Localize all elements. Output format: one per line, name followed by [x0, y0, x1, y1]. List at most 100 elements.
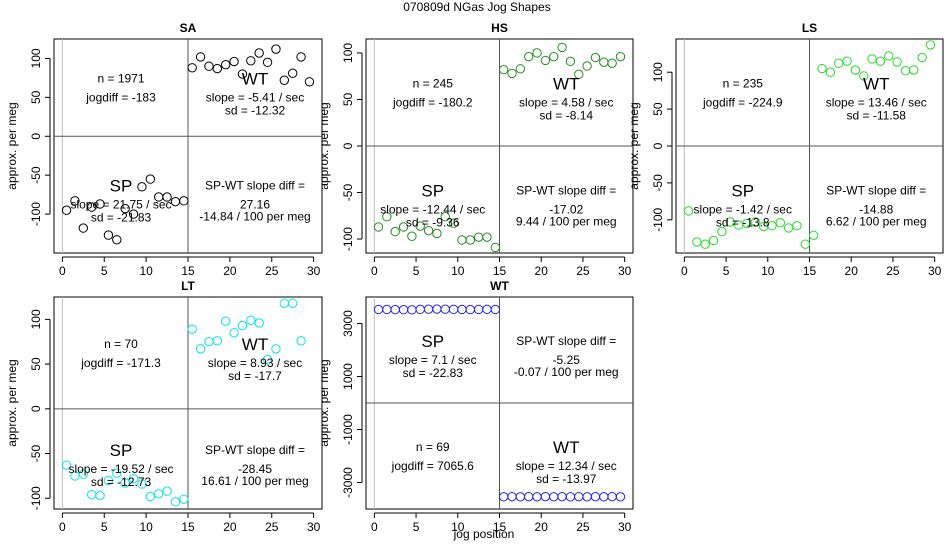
sd-text: sd = -12.73	[91, 475, 152, 489]
x-tick-label: 0	[371, 520, 378, 534]
slope-diff-value: -28.45	[238, 462, 272, 476]
data-point	[683, 206, 694, 216]
data-point	[582, 61, 592, 71]
data-point	[490, 304, 501, 315]
y-tick-label: 0	[651, 142, 665, 149]
data-point	[842, 56, 852, 66]
y-tick-label: -50	[29, 166, 43, 184]
data-points	[373, 42, 626, 253]
data-point	[507, 68, 517, 79]
sample-count: n = 1971	[97, 72, 144, 86]
data-point	[800, 239, 811, 249]
data-point	[390, 226, 400, 237]
data-point	[875, 56, 886, 66]
sd-text: sd = -17.7	[228, 369, 282, 383]
data-point	[423, 225, 434, 236]
sd-text: sd = -11.58	[847, 109, 907, 123]
quadrant-label-wt: WT	[242, 335, 268, 354]
data-point	[859, 71, 869, 81]
data-point	[540, 55, 551, 66]
quadrant-label-sp: SP	[110, 177, 133, 196]
data-point	[279, 75, 290, 85]
data-point	[540, 491, 551, 502]
data-point	[473, 232, 484, 242]
y-tick-label: -1000	[341, 414, 355, 445]
data-point	[599, 492, 609, 502]
data-point	[440, 212, 450, 222]
x-tick-label: 5	[723, 264, 730, 278]
data-point	[925, 40, 936, 50]
x-tick-label: 20	[535, 520, 549, 534]
data-point	[775, 218, 785, 228]
data-point	[440, 304, 450, 314]
data-point	[254, 48, 264, 58]
data-point	[490, 242, 501, 253]
x-tick-label: 0	[59, 264, 66, 278]
data-point	[137, 479, 147, 489]
data-point	[750, 217, 760, 227]
panel-title: WT	[490, 279, 509, 293]
slope-text: slope = 4.58 / sec	[519, 96, 613, 110]
data-point	[725, 217, 735, 227]
data-point	[262, 57, 273, 68]
x-tick-label: 20	[535, 264, 549, 278]
data-point	[615, 492, 626, 502]
y-tick-label: 0	[29, 133, 43, 140]
data-point	[145, 491, 156, 502]
sample-count: n = 235	[723, 77, 764, 91]
x-tick-label: 15	[493, 520, 507, 534]
jog-diff: jogdiff = -183	[85, 91, 156, 105]
y-axis-label: approx. per meg	[5, 359, 19, 446]
x-tick-label: 15	[493, 264, 507, 278]
jog-diff: jogdiff = -171.3	[80, 356, 161, 370]
data-point	[482, 232, 492, 242]
data-point	[582, 492, 592, 502]
x-tick-label: 20	[223, 520, 237, 534]
data-point	[78, 469, 89, 479]
data-point	[498, 492, 509, 502]
data-point	[61, 205, 72, 215]
data-point	[212, 336, 223, 346]
y-tick-label: 1000	[341, 363, 355, 390]
data-point	[179, 494, 189, 504]
y-tick-label: 100	[341, 43, 355, 63]
data-point	[237, 320, 248, 331]
data-point	[296, 336, 306, 346]
data-point	[162, 486, 172, 496]
data-point	[607, 58, 617, 68]
x-tick-label: 0	[59, 520, 66, 534]
data-point	[220, 59, 231, 70]
data-point	[590, 52, 601, 63]
data-point	[170, 497, 181, 507]
y-tick-label: 50	[341, 92, 355, 106]
data-point	[900, 66, 911, 76]
data-point	[204, 337, 214, 347]
data-point	[262, 354, 273, 365]
y-tick-label: -100	[341, 227, 355, 251]
slope-diff-title: SP-WT slope diff =	[516, 334, 616, 348]
y-tick-label: 50	[651, 102, 665, 116]
x-tick-label: 25	[886, 264, 900, 278]
data-point	[112, 235, 122, 245]
panel-ls: LS 0 5 10 15 20 25 30 -100 -50 0 50 100 approx. per m…	[627, 21, 944, 278]
data-point	[524, 51, 534, 62]
y-tick-label: -3000	[341, 467, 355, 498]
figure-x-axis-label: jog position	[453, 527, 515, 541]
x-tick-label: 15	[181, 264, 195, 278]
data-point	[382, 304, 392, 315]
x-tick-label: 0	[681, 264, 688, 278]
slope-diff-value: -14.88	[859, 203, 893, 217]
data-point	[212, 63, 223, 74]
data-point	[825, 67, 836, 77]
slope-text: slope = -1.42 / sec	[694, 203, 792, 217]
slope-diff-value: -17.02	[549, 203, 583, 217]
quadrant-label-sp: SP	[421, 332, 444, 351]
data-point	[153, 489, 164, 499]
x-tick-label: 10	[139, 264, 153, 278]
x-tick-label: 25	[576, 520, 590, 534]
slope-text: slope = 13.46 / sec	[826, 96, 927, 110]
data-point	[382, 212, 392, 222]
y-tick-label: 100	[29, 48, 43, 68]
data-point	[246, 315, 256, 325]
